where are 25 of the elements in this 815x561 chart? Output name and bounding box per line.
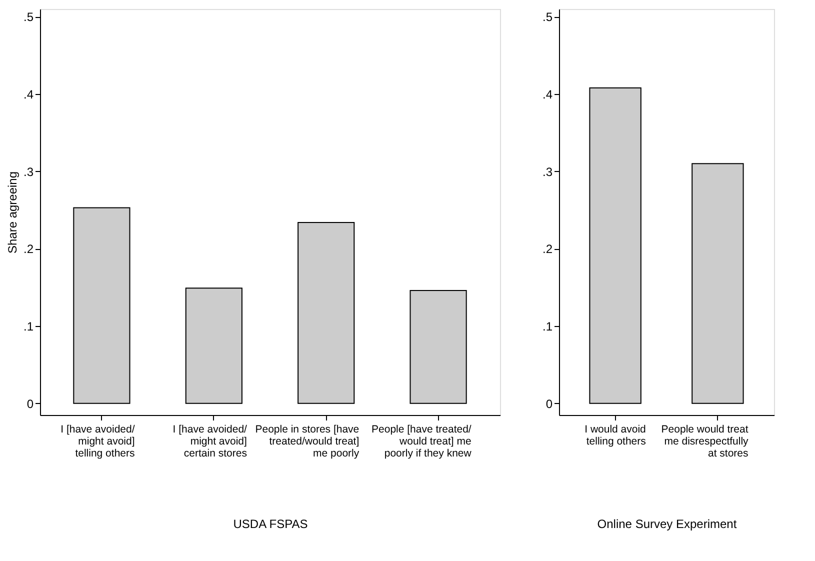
y-tick-label: .3	[23, 164, 34, 179]
x-tick-label: I [have avoided/ might avoid] telling others	[60, 424, 135, 460]
bar	[73, 207, 130, 404]
y-tick-label: .5	[542, 10, 553, 24]
bar	[298, 222, 355, 404]
bar	[185, 288, 242, 404]
y-tick-label: .4	[23, 88, 34, 102]
y-tick-label: .5	[23, 10, 34, 24]
y-tick-label: 0	[26, 396, 34, 411]
x-tick-label: I [have avoided/ might avoid] certain stores	[172, 424, 248, 460]
x-tick-label: People in stores [have treated/would treat] me poorly	[255, 424, 360, 460]
x-tick-label: People [have treated/ would treat] me poorly if they knew	[372, 424, 472, 460]
y-axis-title: Share agreeing	[5, 171, 20, 254]
y-tick-label: .4	[542, 88, 553, 102]
x-tick-label: People would treat me disrespectfully at stores	[661, 424, 750, 460]
y-tick-label: .2	[542, 242, 553, 256]
y-tick-label: .1	[542, 320, 553, 334]
y-tick-label: .1	[23, 320, 34, 334]
x-tick-label: I would avoid telling others	[584, 424, 646, 448]
y-tick-label: .3	[542, 164, 553, 179]
text: Online Survey Experiment	[597, 517, 738, 531]
text: USDA FSPAS	[233, 517, 308, 531]
bar	[410, 290, 467, 404]
y-tick-label: 0	[546, 396, 553, 411]
y-tick-label: .2	[23, 242, 34, 256]
